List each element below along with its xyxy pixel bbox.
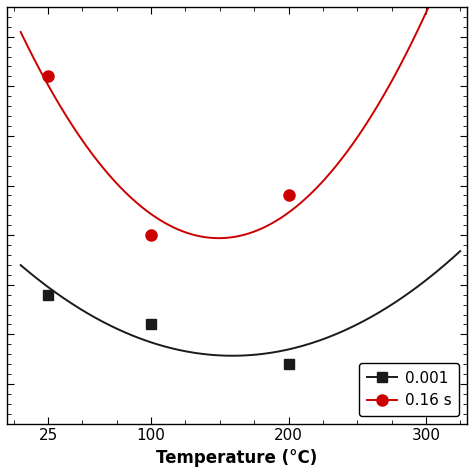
Legend: 0.001, 0.16 s: 0.001, 0.16 s <box>359 363 459 416</box>
X-axis label: Temperature (°C): Temperature (°C) <box>156 449 318 467</box>
